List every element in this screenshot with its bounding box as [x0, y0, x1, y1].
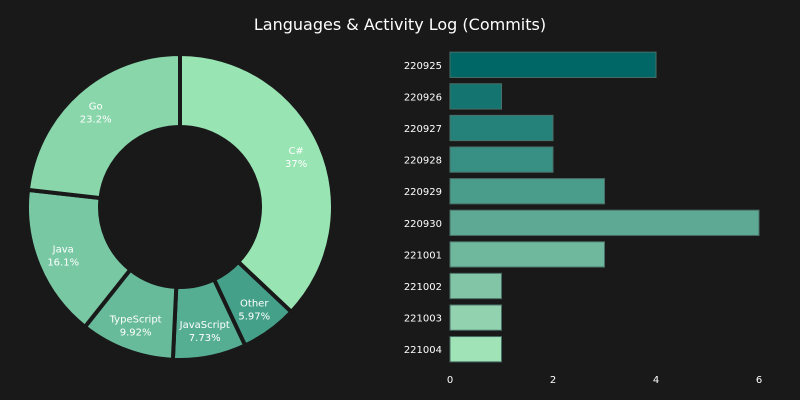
pie-pct-java: 16.1% — [47, 258, 79, 269]
x-tick-label-6: 6 — [756, 375, 762, 386]
bar-category-label-220928: 220928 — [404, 156, 442, 167]
pie-label-typescript: TypeScript — [109, 314, 162, 325]
pie-slice-java — [25, 187, 134, 330]
pie-label-go: Go — [89, 102, 103, 113]
bar-220930 — [449, 209, 760, 236]
x-tick-label-0: 0 — [447, 375, 453, 386]
bar-220927 — [449, 114, 554, 142]
bar-category-label-221004: 221004 — [404, 345, 442, 356]
bar-category-label-220930: 220930 — [404, 219, 442, 230]
pie-label-javascript: JavaScript — [179, 320, 230, 331]
bar-category-label-220925: 220925 — [404, 61, 442, 72]
pie-pct-go: 23.2% — [80, 115, 112, 126]
bar-chart: 220925 220926 220927 220928 220929 220930 2210… — [404, 51, 762, 386]
bar-220925 — [449, 51, 657, 78]
bar-220929 — [449, 178, 605, 205]
x-tick-label-2: 2 — [550, 375, 556, 386]
bar-220926 — [449, 83, 502, 110]
bar-221003 — [449, 304, 502, 331]
bar-category-label-220929: 220929 — [404, 187, 442, 198]
bar-category-label-221003: 221003 — [404, 314, 442, 325]
donut-chart: C# 37% Other 5.97% JavaScript 7.73% TypeScript… — [25, 51, 335, 362]
bar-221004 — [449, 336, 502, 363]
bar-221001 — [449, 241, 605, 268]
pie-pct-javascript: 7.73% — [189, 333, 221, 344]
bar-category-label-221001: 221001 — [404, 250, 442, 261]
pie-label-c: C# — [288, 146, 303, 157]
chart-title: Languages & Activity Log (Commits) — [253, 15, 547, 34]
pie-slice-c — [178, 51, 335, 315]
pie-slice-go — [25, 51, 182, 201]
pie-label-other: Other — [240, 298, 269, 309]
bar-category-label-220926: 220926 — [404, 92, 442, 103]
pie-label-java: Java — [52, 245, 74, 256]
bar-category-label-221002: 221002 — [404, 282, 442, 293]
bar-221002 — [449, 272, 502, 300]
bar-220928 — [449, 146, 554, 173]
pie-pct-typescript: 9.92% — [120, 327, 152, 338]
x-tick-label-4: 4 — [653, 375, 659, 386]
pie-pct-other: 5.97% — [238, 311, 270, 322]
pie-pct-c: 37% — [285, 159, 307, 170]
bar-category-label-220927: 220927 — [404, 124, 442, 135]
